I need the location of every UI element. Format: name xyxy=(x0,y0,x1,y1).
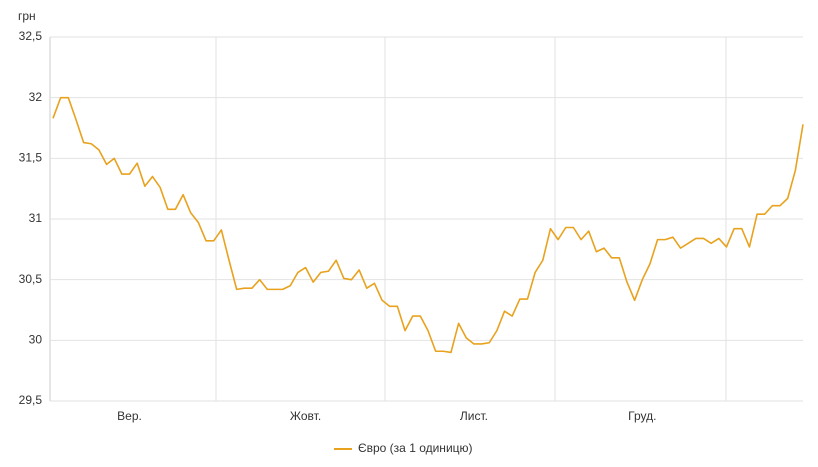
y-axis-label: грн xyxy=(18,9,36,23)
x-tick-label: Жовт. xyxy=(290,409,321,423)
y-tick-label: 32,5 xyxy=(19,29,43,43)
legend-label: Євро (за 1 одиницю) xyxy=(358,441,473,455)
x-tick-label: Вер. xyxy=(117,409,142,423)
line-series xyxy=(52,96,804,354)
y-tick-label: 32 xyxy=(29,90,43,104)
x-tick-label: Лист. xyxy=(460,409,488,423)
y-tick-label: 29,5 xyxy=(19,393,43,407)
y-tick-label: 30,5 xyxy=(19,272,43,286)
y-tick-label: 31,5 xyxy=(19,151,43,165)
y-tick-label: 31 xyxy=(29,211,43,225)
x-tick-label: Груд. xyxy=(628,409,656,423)
y-tick-label: 30 xyxy=(29,333,43,347)
